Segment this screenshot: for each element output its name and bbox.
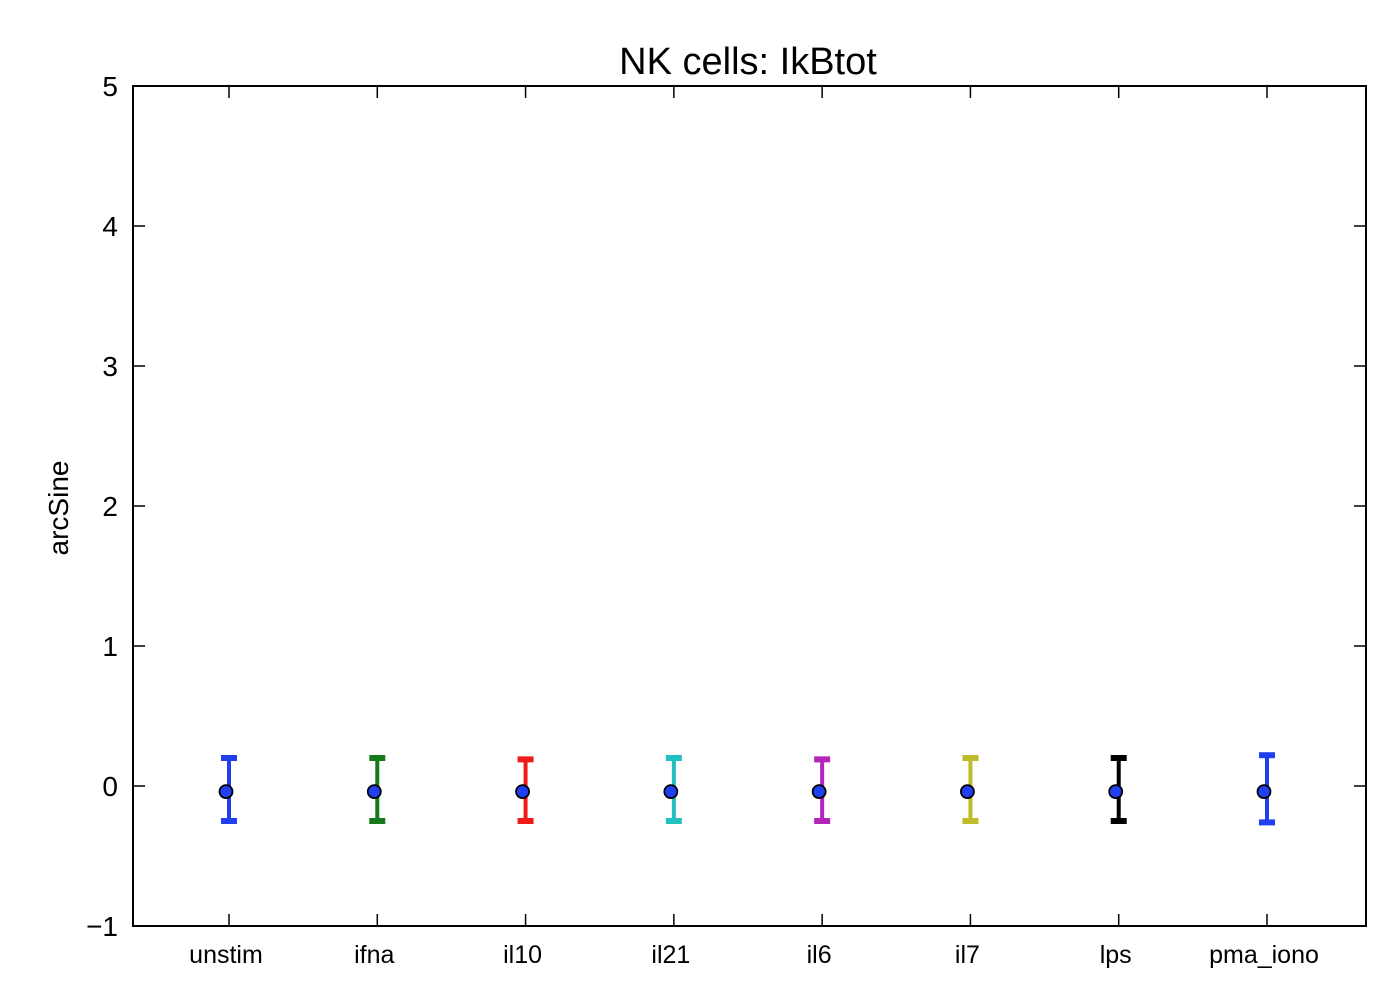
y-axis-ticks: −1 0 1 2 3 4 5 — [86, 71, 1366, 942]
errorbar-il7 — [960, 755, 979, 824]
data-points — [218, 752, 1275, 826]
x-tick-label: unstim — [189, 941, 263, 969]
x-tick-label: il21 — [651, 941, 690, 969]
x-tick-label: lps — [1100, 941, 1132, 969]
y-tick-label: 4 — [102, 211, 118, 242]
errorbar-pma_iono — [1256, 752, 1275, 826]
y-tick-label: 1 — [102, 631, 118, 662]
x-tick-label: il6 — [807, 941, 832, 969]
x-tick-label: ifna — [354, 941, 394, 969]
data-point-unstim — [218, 784, 234, 799]
errorbar-il10 — [515, 756, 534, 824]
data-point-lps — [1108, 784, 1124, 799]
errorbar-ifna — [366, 755, 386, 824]
y-tick-label: −1 — [86, 911, 118, 942]
x-tick-label: il10 — [503, 941, 542, 969]
errorbar-il21 — [663, 755, 682, 824]
data-point-il7 — [960, 784, 975, 799]
data-point-ifna — [366, 784, 382, 799]
y-tick-label: 0 — [102, 771, 118, 802]
data-point-pma_iono — [1256, 784, 1272, 799]
errorbar-lps — [1108, 755, 1127, 824]
y-tick-label: 3 — [102, 351, 118, 382]
chart-title: NK cells: IkBtot — [619, 41, 877, 83]
data-point-il21 — [663, 784, 679, 799]
data-point-il6 — [811, 784, 827, 799]
data-point-il10 — [515, 784, 530, 799]
x-axis-ticks: unstim ifna il10 il21 il6 il7 lps pma_iono — [189, 86, 1319, 969]
y-tick-label: 2 — [102, 491, 118, 522]
plot-frame — [132, 85, 1367, 927]
x-tick-label: il7 — [955, 941, 980, 969]
errorbar-unstim — [218, 755, 237, 824]
y-tick-label: 5 — [102, 71, 118, 102]
y-axis-label: arcSine — [43, 461, 74, 556]
x-tick-label: pma_iono — [1209, 941, 1319, 969]
errorbar-il6 — [811, 756, 831, 824]
